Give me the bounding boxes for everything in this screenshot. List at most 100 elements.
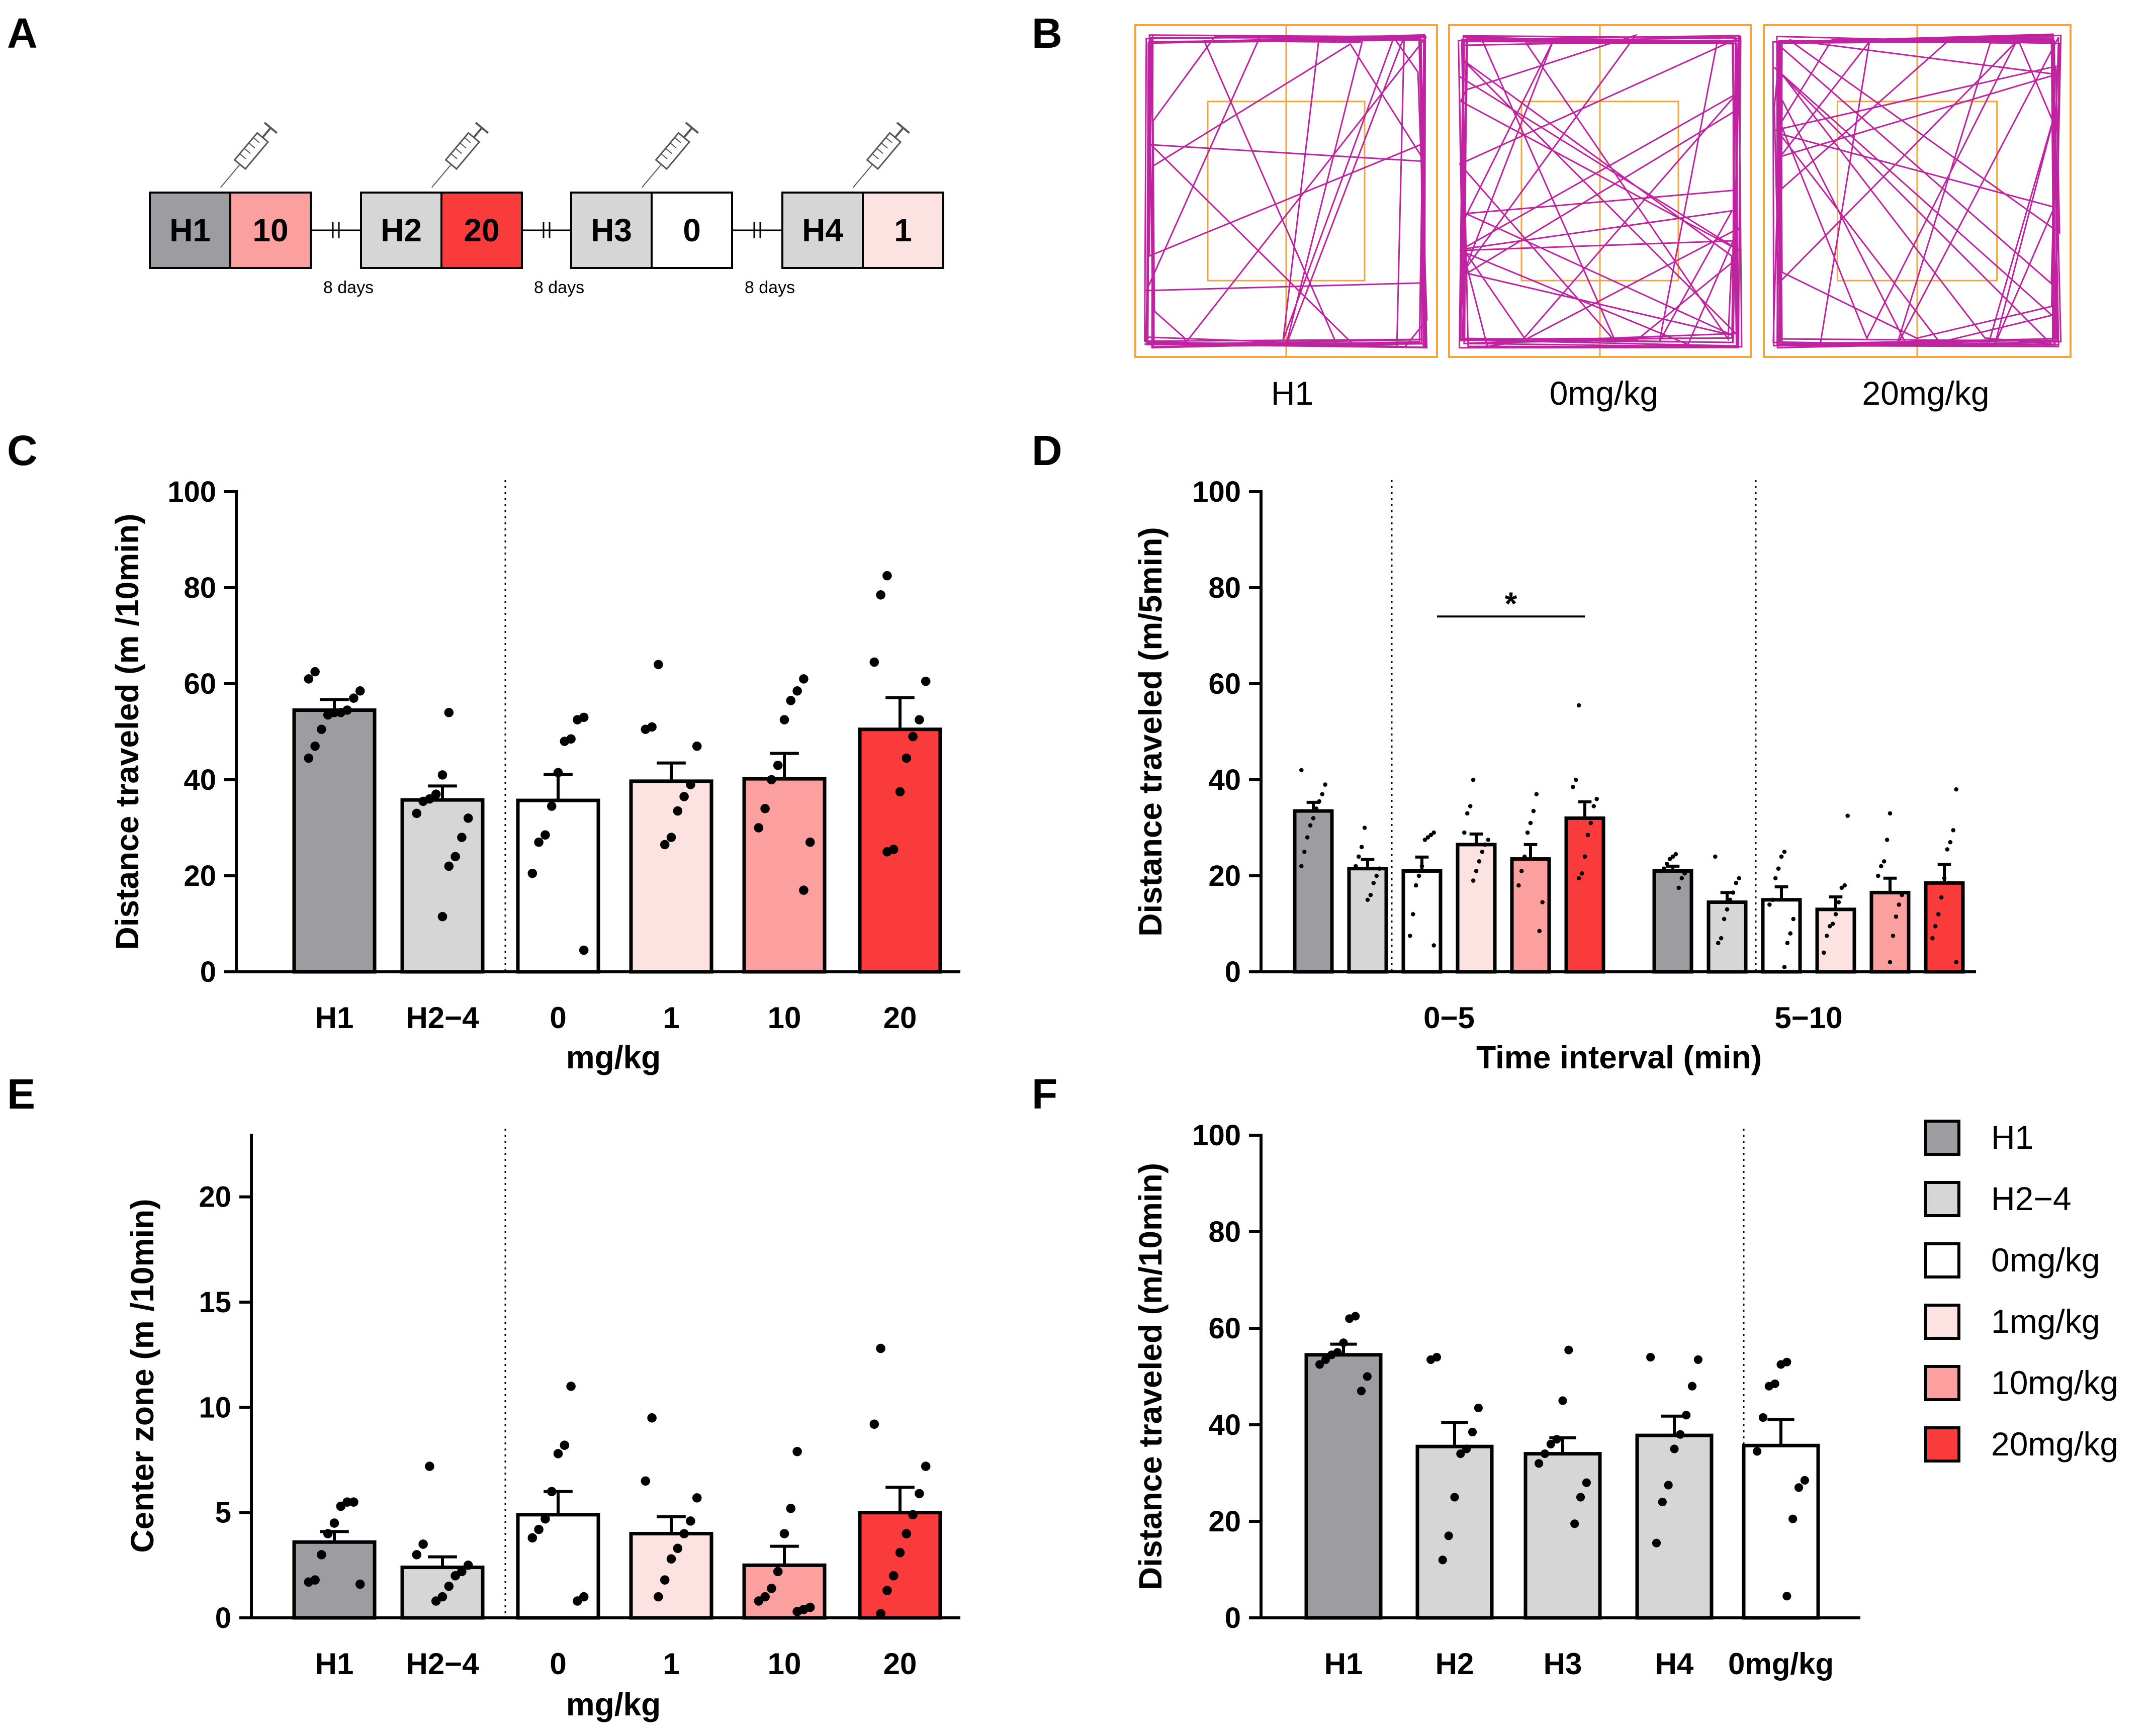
data-point: [882, 571, 892, 581]
bar-0-0: [1401, 830, 1443, 974]
panel-label-d: D: [1032, 427, 1062, 474]
data-point: [882, 1586, 892, 1595]
bar: [1815, 907, 1856, 974]
data-point: [1422, 838, 1427, 842]
bar-group-h1: [292, 667, 377, 974]
data-point: [1734, 881, 1739, 885]
data-point: [1579, 871, 1584, 876]
data-point: [779, 1529, 789, 1538]
data-point: [1308, 823, 1313, 828]
data-point: [679, 792, 689, 801]
data-point: [1830, 922, 1835, 926]
data-point: [786, 1503, 796, 1513]
data-point: [579, 712, 589, 722]
data-point: [1842, 883, 1847, 888]
data-point: [444, 1581, 454, 1591]
data-point: [1522, 854, 1527, 859]
bar: [1742, 1443, 1820, 1620]
data-point: [1519, 869, 1524, 873]
data-point: [760, 804, 770, 813]
data-point: [1664, 1481, 1673, 1490]
syringe-mark: [244, 148, 251, 154]
data-point: [1413, 883, 1418, 888]
data-point: [654, 660, 663, 670]
data-point: [908, 1510, 918, 1520]
bar-1-20: [1924, 787, 1965, 974]
arena-1: [1448, 24, 1752, 358]
x-category-label: H2: [1436, 1647, 1474, 1681]
data-point: [1456, 1449, 1465, 1458]
data-point: [437, 770, 447, 780]
data-point: [1773, 876, 1778, 881]
bar: [1347, 867, 1388, 974]
data-point: [1357, 1387, 1366, 1396]
data-point: [888, 845, 899, 854]
syringe-mark: [670, 142, 677, 149]
arena-label-h1: H1: [1271, 375, 1313, 412]
bar-group-10: [742, 674, 827, 974]
data-point: [1948, 840, 1953, 845]
data-point: [431, 789, 441, 799]
data-point: [1377, 866, 1382, 871]
chart-center-zone: 0 5 10 15 20 Center zone (m /10min) H1 H2−4 0 1 10…: [124, 1129, 960, 1722]
syringe-plunger-cap: [475, 122, 489, 134]
data-point: [1474, 1403, 1483, 1412]
syringe-plunger: [894, 127, 904, 138]
data-point: [1839, 885, 1844, 890]
x-category-label: 0: [550, 1647, 566, 1681]
session-label: H2: [381, 212, 422, 248]
data-point: [673, 806, 683, 816]
session-box-h1: [149, 192, 231, 269]
data-point: [463, 813, 473, 823]
data-point: [805, 1602, 815, 1612]
legend-label: 10mg/kg: [1991, 1364, 2118, 1401]
data-point: [1900, 892, 1904, 897]
x-category-label: H3: [1544, 1647, 1582, 1681]
data-point: [553, 1449, 563, 1458]
data-point: [895, 787, 905, 797]
data-point: [1930, 936, 1935, 941]
data-point: [1540, 1449, 1550, 1458]
bar: [1293, 809, 1334, 974]
data-point: [666, 1554, 676, 1564]
data-point: [686, 1516, 695, 1526]
bar-1-1: [1815, 813, 1856, 974]
data-point: [1951, 828, 1956, 833]
syringe-needle: [220, 164, 241, 188]
bar-group-10: [742, 1446, 827, 1620]
data-point: [541, 830, 550, 840]
data-point: [425, 794, 434, 804]
bar: [858, 727, 942, 974]
data-point: [534, 1524, 544, 1534]
data-point: [425, 1461, 434, 1471]
session-label: H3: [591, 212, 632, 248]
legend-swatch-20: [1924, 1426, 1960, 1463]
data-point: [660, 1575, 670, 1585]
syringe-barrel: [655, 132, 691, 170]
legend-swatch-0: [1924, 1242, 1960, 1278]
x-category-label: 10: [768, 1001, 801, 1035]
trajectory-crossing: [1458, 34, 1742, 347]
bar-group-0: [516, 1382, 600, 1620]
bar: [1415, 1444, 1494, 1620]
syringe-plunger-cap: [685, 122, 699, 134]
data-point: [869, 657, 879, 667]
trajectory-crossing: [1773, 37, 2060, 347]
data-point: [329, 1518, 339, 1528]
data-point: [1576, 703, 1581, 708]
bar-group-1: [629, 660, 713, 974]
data-point: [412, 1550, 422, 1560]
panel-label-c: C: [7, 427, 38, 474]
y-tick-label: 0: [215, 1602, 231, 1634]
data-point: [902, 753, 912, 763]
bar-group-h1: [292, 1497, 377, 1620]
significance-star: *: [1505, 585, 1517, 621]
syringe-plunger: [683, 127, 693, 138]
data-point: [1591, 804, 1596, 808]
data-point: [342, 705, 352, 715]
bar-group-1: [629, 1413, 713, 1620]
bar: [742, 777, 827, 974]
data-point: [1667, 857, 1672, 861]
data-point: [1299, 768, 1304, 773]
data-point: [869, 1419, 879, 1429]
